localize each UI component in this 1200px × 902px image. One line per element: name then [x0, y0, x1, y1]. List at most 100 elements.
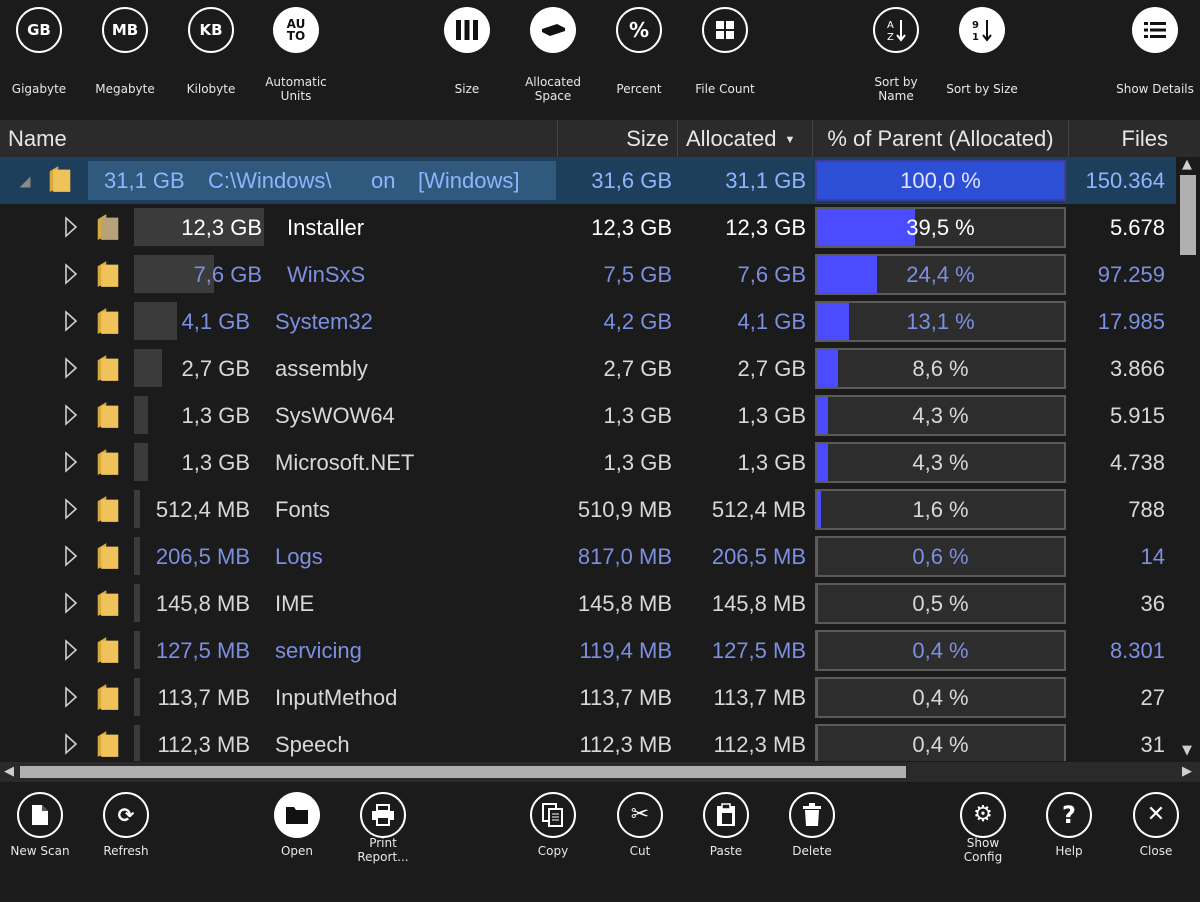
- expand-icon[interactable]: [64, 263, 78, 285]
- expand-icon[interactable]: [64, 639, 78, 661]
- expand-icon[interactable]: [64, 592, 78, 614]
- table-row[interactable]: 127,5 MB servicing 119,4 MB 127,5 MB 0,4 % 8.…: [0, 627, 1176, 674]
- percent-text: 13,1 %: [906, 309, 975, 334]
- print-report-button[interactable]: Print Report...: [340, 792, 426, 864]
- root-inline-bar: [88, 161, 556, 200]
- copy-button[interactable]: Copy: [510, 792, 596, 858]
- expand-icon[interactable]: [64, 357, 78, 379]
- help-button[interactable]: ? Help: [1026, 792, 1112, 858]
- horizontal-scrollbar[interactable]: ◀ ▶: [0, 762, 1200, 782]
- paste-button[interactable]: Paste: [683, 792, 769, 858]
- size-cell: 1,3 GB: [603, 403, 672, 428]
- percent-text: 0,6 %: [912, 544, 969, 569]
- folder-icon: [97, 449, 119, 475]
- files-cell: 97.259: [1097, 262, 1165, 287]
- column-percent[interactable]: % of Parent (Allocated): [813, 120, 1069, 157]
- table-row[interactable]: 12,3 GB Installer 12,3 GB 12,3 GB 39,5 % 5.67…: [0, 204, 1176, 251]
- close-icon: ✕: [1133, 792, 1179, 838]
- percent-text: 1,6 %: [912, 497, 969, 522]
- gigabyte-label: Gigabyte: [11, 82, 67, 96]
- horizontal-scroll-thumb[interactable]: [20, 766, 906, 778]
- scroll-up-icon[interactable]: ▲: [1182, 157, 1192, 172]
- table-row[interactable]: 206,5 MB Logs 817,0 MB 206,5 MB 0,6 % 14: [0, 533, 1176, 580]
- folder-tree-grid[interactable]: 31,1 GB C:\Windows\ on [Windows] 31,6 GB…: [0, 157, 1176, 761]
- table-row[interactable]: 145,8 MB IME 145,8 MB 145,8 MB 0,5 % 36: [0, 580, 1176, 627]
- scroll-right-icon[interactable]: ▶: [1182, 764, 1192, 779]
- delete-button[interactable]: Delete: [769, 792, 855, 858]
- percent-bar: 0,5 %: [815, 583, 1066, 624]
- expand-icon[interactable]: [64, 498, 78, 520]
- expand-icon[interactable]: [64, 310, 78, 332]
- root-percent-bar: 100,0 %: [815, 160, 1066, 201]
- percent-text: 39,5 %: [906, 215, 975, 240]
- show-details-button[interactable]: Show Details: [1112, 7, 1198, 96]
- new-scan-button[interactable]: New Scan: [0, 792, 83, 858]
- vertical-scrollbar[interactable]: ▲ ▼: [1176, 157, 1200, 761]
- show-config-button[interactable]: ⚙ Show Config: [940, 792, 1026, 864]
- size-cell: 145,8 MB: [577, 591, 672, 616]
- vertical-scroll-thumb[interactable]: [1180, 175, 1196, 255]
- refresh-button[interactable]: ⟳ Refresh: [83, 792, 169, 858]
- gear-icon: ⚙: [960, 792, 1006, 838]
- root-row[interactable]: 31,1 GB C:\Windows\ on [Windows] 31,6 GB…: [0, 157, 1176, 204]
- columns-icon: [444, 7, 490, 53]
- folder-name: Microsoft.NET: [275, 450, 415, 475]
- show-config-label: Show Config: [963, 836, 1003, 864]
- expand-icon[interactable]: [64, 451, 78, 473]
- open-label: Open: [280, 844, 314, 858]
- files-cell: 5.915: [1109, 403, 1165, 428]
- folder-name: InputMethod: [275, 685, 398, 710]
- folder-name: WinSxS: [287, 262, 366, 287]
- table-row[interactable]: 113,7 MB InputMethod 113,7 MB 113,7 MB 0,4 %…: [0, 674, 1176, 721]
- kilobyte-button[interactable]: KB Kilobyte: [168, 7, 254, 96]
- megabyte-button[interactable]: MB Megabyte: [82, 7, 168, 96]
- percent-button[interactable]: % Percent: [596, 7, 682, 96]
- size-button[interactable]: Size: [424, 7, 510, 96]
- file-count-button[interactable]: File Count: [682, 7, 768, 96]
- kilobyte-icon: KB: [188, 7, 234, 53]
- percent-text: 4,3 %: [912, 450, 969, 475]
- table-row[interactable]: 1,3 GB SysWOW64 1,3 GB 1,3 GB 4,3 % 5.915: [0, 392, 1176, 439]
- expand-icon[interactable]: [64, 686, 78, 708]
- collapse-icon[interactable]: [18, 171, 32, 193]
- expand-icon[interactable]: [64, 733, 78, 755]
- megabyte-label: Megabyte: [95, 82, 155, 96]
- scroll-left-icon[interactable]: ◀: [4, 764, 14, 779]
- cut-button[interactable]: ✂ Cut: [597, 792, 683, 858]
- open-button[interactable]: Open: [254, 792, 340, 858]
- column-allocated[interactable]: Allocated ▼: [678, 120, 813, 157]
- expand-icon[interactable]: [64, 404, 78, 426]
- expand-icon[interactable]: [64, 216, 78, 238]
- table-row[interactable]: 7,6 GB WinSxS 7,5 GB 7,6 GB 24,4 % 97.259: [0, 251, 1176, 298]
- folder-icon: [97, 214, 119, 240]
- column-name[interactable]: Name: [0, 120, 558, 157]
- allocated-space-label: Allocated Space: [525, 75, 581, 103]
- scroll-down-icon[interactable]: ▼: [1182, 743, 1192, 758]
- folder-name: servicing: [275, 638, 362, 663]
- inline-size-bar: [134, 208, 264, 246]
- column-size[interactable]: Size: [558, 120, 678, 157]
- close-button[interactable]: ✕ Close: [1113, 792, 1199, 858]
- table-row[interactable]: 512,4 MB Fonts 510,9 MB 512,4 MB 1,6 % 788: [0, 486, 1176, 533]
- percent-bar: 0,4 %: [815, 724, 1066, 761]
- inline-size-label: 4,1 GB: [181, 309, 250, 334]
- percent-bar: 4,3 %: [815, 442, 1066, 483]
- allocated-cell: 1,3 GB: [737, 403, 806, 428]
- gigabyte-button[interactable]: GB Gigabyte: [0, 7, 82, 96]
- size-cell: 510,9 MB: [577, 497, 672, 522]
- column-files[interactable]: Files: [1121, 126, 1168, 151]
- table-row[interactable]: 1,3 GB Microsoft.NET 1,3 GB 1,3 GB 4,3 % 4.73…: [0, 439, 1176, 486]
- table-row[interactable]: 2,7 GB assembly 2,7 GB 2,7 GB 8,6 % 3.866: [0, 345, 1176, 392]
- percent-bar: 39,5 %: [815, 207, 1066, 248]
- allocated-space-button[interactable]: Allocated Space: [510, 7, 596, 103]
- allocated-cell: 7,6 GB: [737, 262, 806, 287]
- automatic-units-button[interactable]: AU TO Automatic Units: [253, 7, 339, 103]
- table-row[interactable]: 112,3 MB Speech 112,3 MB 112,3 MB 0,4 % 31: [0, 721, 1176, 761]
- table-row[interactable]: 4,1 GB System32 4,2 GB 4,1 GB 13,1 % 17.985: [0, 298, 1176, 345]
- size-cell: 112,3 MB: [579, 732, 672, 757]
- root-size: 31,6 GB: [591, 168, 672, 193]
- expand-icon[interactable]: [64, 545, 78, 567]
